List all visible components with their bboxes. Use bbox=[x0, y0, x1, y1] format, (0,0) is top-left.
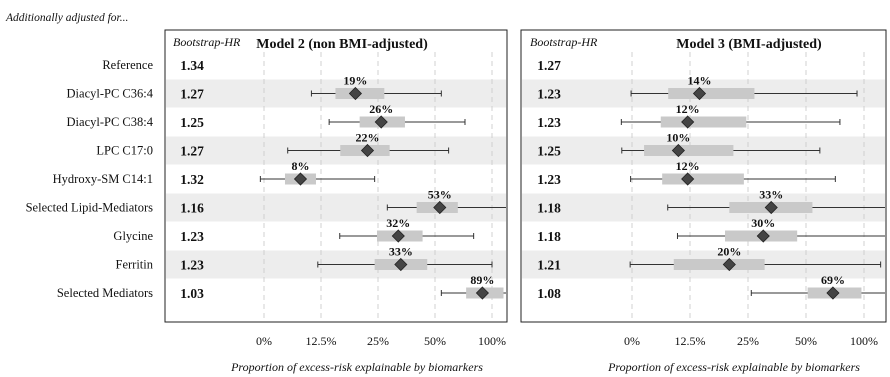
hr-value: 1.03 bbox=[180, 286, 204, 301]
x-axis-title: Proportion of excess-risk explainable by… bbox=[230, 360, 483, 374]
estimate-point bbox=[348, 86, 362, 101]
iqr-box bbox=[673, 259, 765, 270]
x-tick-label: 50% bbox=[795, 334, 817, 348]
row-label: Hydroxy-SM C14:1 bbox=[53, 172, 153, 186]
estimate-label: 19% bbox=[343, 74, 367, 88]
estimate-point bbox=[433, 200, 447, 215]
estimate-label: 20% bbox=[717, 245, 741, 259]
hr-value: 1.23 bbox=[180, 258, 204, 273]
hr-value: 1.25 bbox=[180, 115, 204, 130]
row-label: LPC C17:0 bbox=[96, 144, 153, 158]
row-label: Glycine bbox=[113, 229, 153, 243]
estimate-label: 89% bbox=[470, 273, 494, 287]
estimate-point bbox=[391, 229, 405, 243]
x-tick-label: 50% bbox=[424, 334, 446, 348]
hr-value: 1.18 bbox=[537, 201, 561, 216]
estimate-point bbox=[360, 143, 375, 158]
hr-value: 1.08 bbox=[537, 286, 561, 301]
panel-model-3: Bootstrap-HR Model 3 (BMI-adjusted) 1.27… bbox=[520, 29, 887, 374]
hr-value: 1.21 bbox=[537, 258, 561, 273]
hr-column-header: Bootstrap-HR bbox=[173, 35, 241, 49]
panel-frame bbox=[164, 29, 508, 323]
estimate-label: 69% bbox=[821, 273, 845, 287]
estimate-point bbox=[671, 143, 685, 158]
estimate-label: 8% bbox=[291, 159, 309, 173]
estimate-label: 26% bbox=[369, 102, 393, 116]
estimate-label: 22% bbox=[355, 131, 379, 145]
estimate-label: 14% bbox=[687, 74, 711, 88]
row-label: Reference bbox=[102, 58, 153, 72]
iqr-box bbox=[668, 88, 755, 99]
x-tick-label: 100% bbox=[850, 334, 878, 348]
row-label: Selected Mediators bbox=[57, 286, 153, 300]
hr-value: 1.25 bbox=[537, 144, 561, 159]
estimate-point bbox=[692, 86, 707, 101]
row-labels: Reference Diacyl-PC C36:4 Diacyl-PC C38:4 L… bbox=[26, 58, 154, 300]
x-axis-ticks: 0% 12.5% 25% 50% 100% bbox=[624, 334, 878, 348]
hr-value: 1.27 bbox=[180, 87, 204, 102]
header-note: Additionally adjusted for... bbox=[5, 12, 128, 24]
iqr-box bbox=[644, 145, 734, 156]
panel-title: Model 2 (non BMI-adjusted) bbox=[256, 37, 428, 52]
x-tick-label: 100% bbox=[478, 334, 506, 348]
row-label: Ferritin bbox=[116, 258, 154, 272]
x-tick-label: 0% bbox=[256, 334, 272, 348]
hr-value: 1.16 bbox=[180, 201, 204, 216]
x-tick-label: 25% bbox=[737, 334, 759, 348]
hr-value: 1.23 bbox=[537, 172, 561, 187]
estimate-label: 33% bbox=[759, 188, 783, 202]
estimate-marks: 19%26% 22% 8% 53% 32% 33% 89% bbox=[259, 74, 506, 300]
hr-value: 1.18 bbox=[537, 229, 561, 244]
hr-value: 1.23 bbox=[537, 115, 561, 130]
row-label: Diacyl-PC C38:4 bbox=[67, 115, 154, 129]
estimate-point bbox=[293, 172, 308, 186]
row-label: Diacyl-PC C36:4 bbox=[67, 87, 154, 101]
x-tick-label: 12.5% bbox=[675, 334, 706, 348]
estimate-point bbox=[475, 286, 489, 300]
x-tick-label: 0% bbox=[624, 334, 640, 348]
estimate-point bbox=[764, 200, 778, 215]
panel-model-2: Bootstrap-HR Model 2 (non BMI-adjusted) … bbox=[164, 29, 508, 374]
iqr-box bbox=[660, 116, 747, 128]
estimate-label: 32% bbox=[386, 216, 410, 230]
estimate-point bbox=[722, 257, 736, 272]
hr-value: 1.23 bbox=[180, 229, 204, 244]
estimate-label: 33% bbox=[389, 245, 413, 259]
panel-title: Model 3 (BMI-adjusted) bbox=[676, 37, 822, 52]
x-axis-title: Proportion of excess-risk explainable by… bbox=[607, 360, 860, 374]
hr-value: 1.32 bbox=[180, 172, 204, 187]
hr-value: 1.23 bbox=[537, 87, 561, 102]
estimate-point bbox=[394, 257, 408, 272]
hr-values: 1.34 1.27 1.25 1.27 1.32 1.16 1.23 1.23 1.03 bbox=[180, 58, 204, 301]
hr-value: 1.27 bbox=[180, 144, 204, 159]
panel-frame bbox=[520, 29, 887, 323]
estimate-label: 12% bbox=[676, 159, 700, 173]
estimate-label: 30% bbox=[751, 216, 775, 230]
hr-values: 1.27 1.23 1.23 1.25 1.23 1.18 1.18 1.21 1.08 bbox=[537, 58, 561, 301]
hr-value: 1.27 bbox=[537, 58, 561, 73]
estimate-point bbox=[681, 172, 695, 186]
hr-column-header: Bootstrap-HR bbox=[530, 35, 598, 49]
estimate-marks: 14% 12% 10% 12% 33% 30% 20% 69% bbox=[620, 74, 885, 300]
x-tick-label: 25% bbox=[367, 334, 389, 348]
x-tick-label: 12.5% bbox=[306, 334, 337, 348]
hr-value: 1.34 bbox=[180, 58, 204, 73]
estimate-label: 12% bbox=[676, 102, 700, 116]
estimate-label: 53% bbox=[428, 188, 452, 202]
x-axis-ticks: 0% 12.5% 25% 50% 100% bbox=[256, 334, 506, 348]
iqr-box bbox=[662, 173, 744, 185]
estimate-label: 10% bbox=[666, 131, 690, 145]
estimate-point bbox=[756, 229, 770, 243]
estimate-point bbox=[374, 115, 388, 129]
row-label: Selected Lipid-Mediators bbox=[26, 201, 154, 215]
estimate-point bbox=[826, 286, 840, 300]
estimate-point bbox=[681, 115, 695, 129]
